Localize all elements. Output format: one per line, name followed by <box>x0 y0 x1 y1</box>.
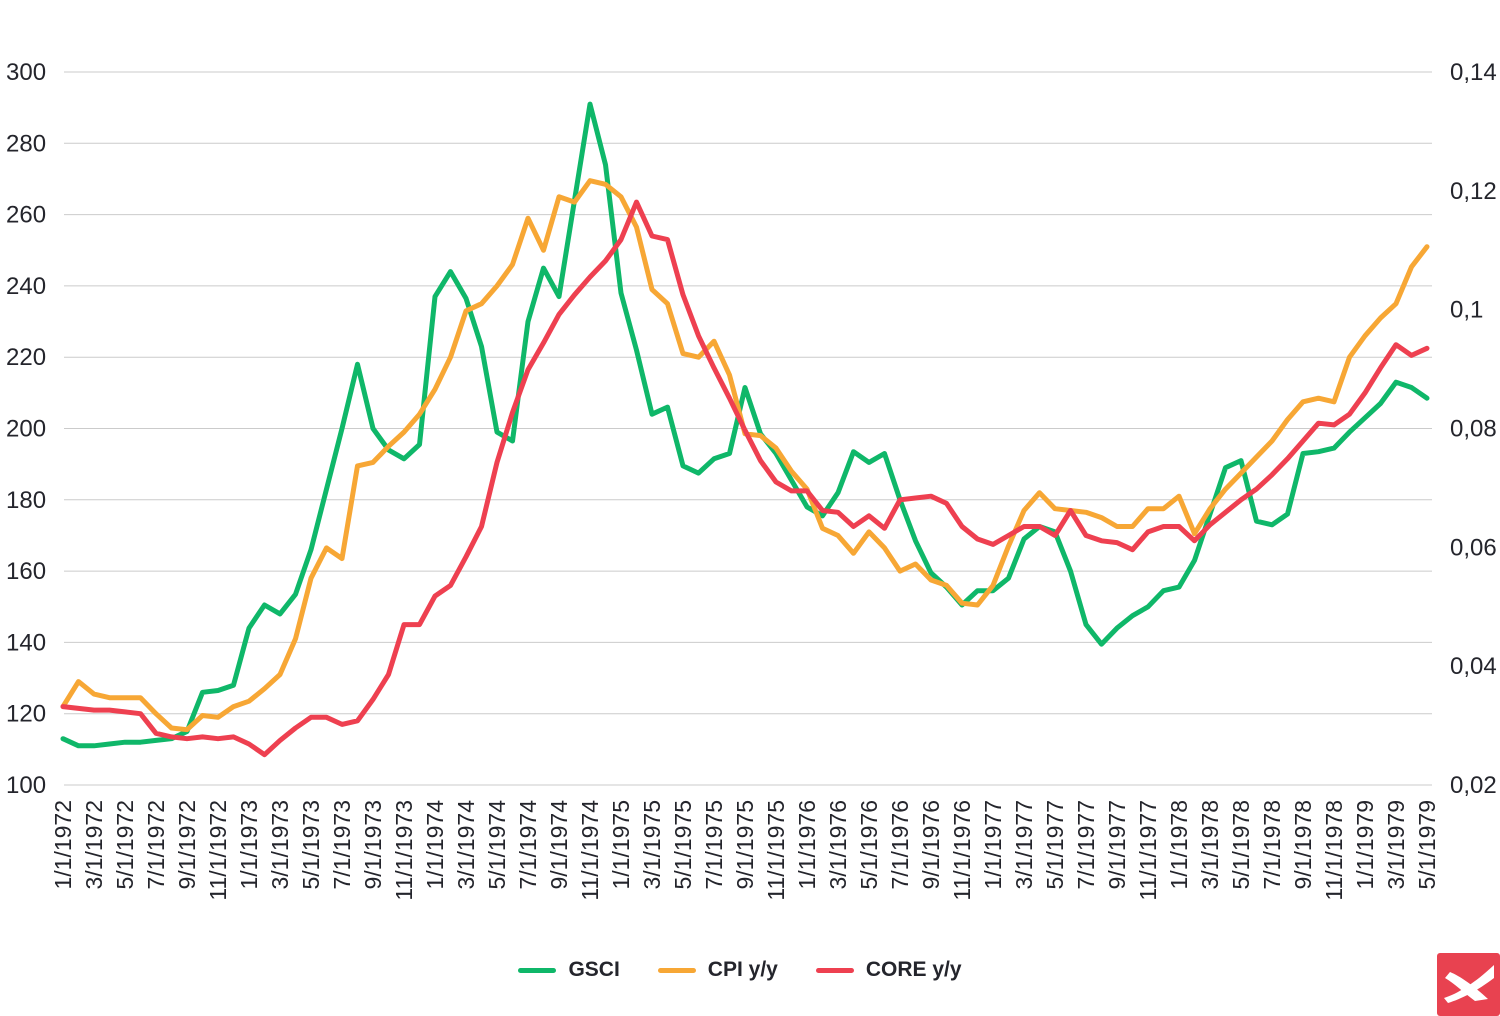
x-axis-tick: 11/1/1974 <box>577 800 603 901</box>
core-line-swatch-icon <box>815 967 854 973</box>
x-axis-tick: 1/1/1975 <box>608 800 634 890</box>
x-axis-tick: 11/1/1978 <box>1321 800 1347 901</box>
x-axis-tick: 5/1/1978 <box>1228 800 1254 890</box>
x-axis-tick: 5/1/1979 <box>1414 800 1440 890</box>
y-axis-left-tick: 200 <box>6 416 46 443</box>
y-axis-right-tick: 0,12 <box>1450 178 1497 205</box>
y-axis-left-tick: 100 <box>6 772 46 799</box>
x-axis-tick: 7/1/1976 <box>887 800 913 890</box>
legend-label-cpi: CPI y/y <box>707 958 778 981</box>
y-axis-right-tick: 0,1 <box>1450 297 1483 324</box>
y-axis-right-tick: 0,06 <box>1450 534 1497 561</box>
x-axis-tick: 3/1/1973 <box>267 800 293 890</box>
x-axis-tick: 9/1/1972 <box>174 800 200 890</box>
x-axis-tick: 9/1/1973 <box>360 800 386 890</box>
legend: GSCI CPI y/y CORE y/y <box>0 958 1480 982</box>
y-axis-left-tick: 240 <box>6 273 46 300</box>
x-axis-tick: 1/1/1977 <box>980 800 1006 890</box>
x-axis-tick: 5/1/1975 <box>670 800 696 890</box>
x-axis-tick: 7/1/1973 <box>329 800 355 890</box>
x-axis-tick: 3/1/1978 <box>1197 800 1223 890</box>
x-axis-tick: 5/1/1977 <box>1042 800 1068 890</box>
x-axis-tick: 9/1/1974 <box>546 800 572 890</box>
y-axis-left-tick: 180 <box>6 487 46 514</box>
x-axis-tick: 7/1/1972 <box>143 800 169 890</box>
y-axis-left-tick: 300 <box>6 59 46 86</box>
y-axis-left-tick: 120 <box>6 701 46 728</box>
x-axis-tick: 7/1/1977 <box>1073 800 1099 890</box>
x-axis-tick: 5/1/1973 <box>298 800 324 890</box>
x-axis-tick: 11/1/1977 <box>1135 800 1161 901</box>
x-axis-labels: 1/1/1972 3/1/1972 5/1/1972 7/1/1972 9/1/1972… <box>50 800 1440 901</box>
x-swoosh-icon <box>1444 965 1494 1003</box>
legend-item-gsci[interactable]: GSCI <box>518 958 620 982</box>
legend-item-cpi[interactable]: CPI y/y <box>657 958 778 982</box>
gridlines <box>64 71 1432 786</box>
y-axis-left-tick: 140 <box>6 629 46 656</box>
legend-label-core: CORE y/y <box>865 958 962 981</box>
x-axis-tick: 5/1/1974 <box>484 800 510 890</box>
x-axis-tick: 7/1/1975 <box>701 800 727 890</box>
x-axis-tick: 1/1/1972 <box>50 800 76 890</box>
x-axis-tick: 5/1/1976 <box>856 800 882 890</box>
y-axis-right-labels: 0,14 0,12 0,1 0,08 0,06 0,04 0,02 <box>1450 59 1497 799</box>
y-axis-right-tick: 0,02 <box>1450 772 1497 799</box>
y-axis-right-tick: 0,14 <box>1450 59 1497 86</box>
x-axis-tick: 3/1/1979 <box>1383 800 1409 890</box>
x-axis-tick: 11/1/1976 <box>949 800 975 901</box>
x-axis-tick: 1/1/1979 <box>1352 800 1378 890</box>
y-axis-left-tick: 260 <box>6 202 46 229</box>
x-axis-tick: 1/1/1978 <box>1166 800 1192 890</box>
x-axis-tick: 1/1/1974 <box>422 800 448 890</box>
x-axis-tick: 9/1/1976 <box>918 800 944 890</box>
x-axis-tick: 3/1/1974 <box>453 800 479 890</box>
x-axis-tick: 1/1/1973 <box>236 800 262 890</box>
y-axis-left-tick: 160 <box>6 558 46 585</box>
x-axis-tick: 3/1/1972 <box>81 800 107 890</box>
x-axis-tick: 9/1/1977 <box>1104 800 1130 890</box>
x-axis-tick: 11/1/1975 <box>763 800 789 901</box>
y-axis-left-labels: 300 280 260 240 220 200 180 160 140 120 100 <box>6 59 46 799</box>
cpi-line-swatch-icon <box>657 967 696 973</box>
x-axis-tick: 1/1/1976 <box>794 800 820 890</box>
series-line-cpi-y-y <box>60 178 1430 733</box>
y-axis-left-tick: 280 <box>6 130 46 157</box>
x-axis-tick: 9/1/1975 <box>732 800 758 890</box>
y-axis-right-tick: 0,08 <box>1450 416 1497 443</box>
legend-label-gsci: GSCI <box>568 958 620 981</box>
series-line-gsci <box>60 101 1430 749</box>
x-axis-tick: 11/1/1972 <box>205 800 231 901</box>
x-axis-tick: 3/1/1977 <box>1011 800 1037 890</box>
x-axis-tick: 7/1/1974 <box>515 800 541 890</box>
x-axis-tick: 11/1/1973 <box>391 800 417 901</box>
gsci-line-swatch-icon <box>518 967 557 973</box>
x-axis-tick: 9/1/1978 <box>1290 800 1316 890</box>
x-axis-tick: 3/1/1976 <box>825 800 851 890</box>
legend-item-core[interactable]: CORE y/y <box>815 958 962 982</box>
series-line-core-y-y <box>60 199 1430 758</box>
y-axis-left-tick: 220 <box>6 344 46 371</box>
x-axis-tick: 3/1/1975 <box>639 800 665 890</box>
x-axis-tick: 5/1/1972 <box>112 800 138 890</box>
x-axis-tick: 7/1/1978 <box>1259 800 1285 890</box>
y-axis-right-tick: 0,04 <box>1450 653 1497 680</box>
xtb-brand-logo <box>1437 953 1500 1016</box>
